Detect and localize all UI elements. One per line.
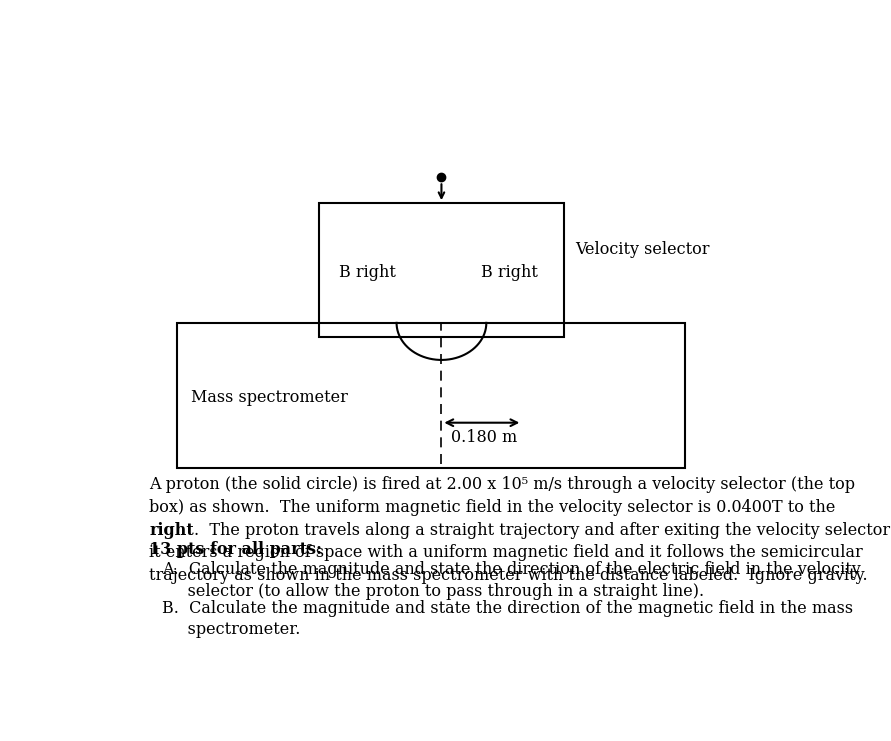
Text: it enters a region of space with a uniform magnetic field and it follows the sem: it enters a region of space with a unifo…: [150, 545, 863, 562]
Text: A proton (the solid circle) is fired at 2.00 x 10⁵ m/s through a velocity select: A proton (the solid circle) is fired at …: [150, 476, 855, 493]
Text: Mass spectrometer: Mass spectrometer: [191, 388, 347, 405]
Text: selector (to allow the proton to pass through in a straight line).: selector (to allow the proton to pass th…: [162, 582, 704, 599]
Text: B right: B right: [339, 264, 396, 281]
Text: .  The proton travels along a straight trajectory and after exiting the velocity: . The proton travels along a straight tr…: [194, 522, 890, 539]
Text: trajectory as shown in the mass spectrometer with the distance labeled.  Ignore : trajectory as shown in the mass spectrom…: [150, 567, 868, 584]
Text: spectrometer.: spectrometer.: [162, 622, 300, 639]
Bar: [177, 323, 684, 468]
Text: B.  Calculate the magnitude and state the direction of the magnetic field in the: B. Calculate the magnitude and state the…: [162, 599, 853, 617]
Bar: [319, 203, 564, 337]
Text: right: right: [150, 522, 194, 539]
Text: box) as shown.  The uniform magnetic field in the velocity selector is 0.0400T t: box) as shown. The uniform magnetic fiel…: [150, 499, 836, 516]
Text: 0.180 m: 0.180 m: [451, 429, 518, 446]
Text: Velocity selector: Velocity selector: [576, 242, 710, 259]
Text: 13 pts for all parts:: 13 pts for all parts:: [150, 541, 323, 558]
Text: B right: B right: [481, 264, 537, 281]
Text: A.  Calculate the magnitude and state the direction of the electric field in the: A. Calculate the magnitude and state the…: [162, 561, 861, 578]
